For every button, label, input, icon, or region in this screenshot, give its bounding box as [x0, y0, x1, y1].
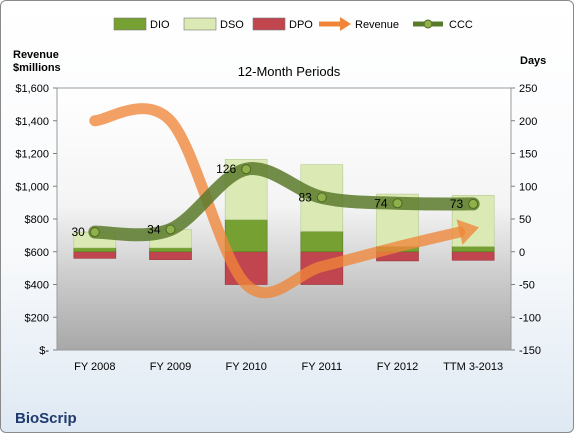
lines-layer: 30 34 126 83 74 73 [71, 103, 480, 299]
right-tick-label: 50 [519, 214, 531, 226]
dpo-bar [149, 251, 192, 260]
legend-swatch-dpo [252, 17, 286, 31]
left-axis-label-line-1: Revenue [13, 49, 59, 61]
ccc-data-label: 34 [147, 222, 161, 236]
left-tick-label: $1,200 [15, 149, 49, 161]
ccc-data-label: 126 [216, 162, 236, 176]
x-tick-label: FY 2008 [74, 361, 115, 373]
legend-arrowhead-revenue [340, 17, 351, 31]
chart-title: 12-Month Periods [238, 64, 341, 79]
legend-label-ccc: CCC [449, 19, 473, 31]
legend-label-dio: DIO [150, 19, 170, 31]
dio-bar [300, 231, 344, 253]
left-tick-label: $1,600 [15, 83, 49, 95]
legend: DIO DSO DPO Revenue CCC [113, 17, 473, 31]
x-tick-label: FY 2011 [302, 361, 343, 373]
ccc-data-label: 83 [298, 190, 312, 204]
dio-bar [73, 247, 117, 253]
ccc-point [241, 164, 252, 175]
dpo-bar [451, 251, 495, 261]
left-tick-label: $600 [25, 247, 49, 259]
ccc-point [316, 192, 327, 203]
ccc-point [89, 227, 100, 238]
x-tick-label: FY 2010 [225, 361, 266, 373]
dio-bar [224, 219, 268, 253]
right-tick-label: 100 [519, 181, 537, 193]
legend-label-revenue: Revenue [355, 19, 399, 31]
left-tick-label: $400 [25, 280, 49, 292]
ccc-data-label: 73 [450, 197, 464, 211]
revenue-line [89, 103, 466, 299]
legend-label-dso: DSO [220, 19, 244, 31]
left-tick-label: $200 [25, 312, 49, 324]
right-tick-label: -100 [519, 312, 541, 324]
right-tick-label: -150 [519, 345, 541, 357]
right-tick-label: 150 [519, 149, 537, 161]
plot-area [56, 87, 512, 351]
right-tick-label: 200 [519, 116, 537, 128]
right-tick-label: 250 [519, 83, 537, 95]
revenue-arrowhead [456, 219, 480, 245]
legend-label-dpo: DPO [289, 19, 313, 31]
dio-bar [451, 246, 495, 253]
ccc-point [392, 198, 403, 209]
dpo-bar [73, 251, 117, 259]
legend-swatch-dio [113, 17, 147, 31]
legend-marker-ccc [423, 19, 433, 29]
ccc-point [468, 198, 479, 209]
company-name: BioScrip [15, 410, 77, 427]
legend-swatch-dso [183, 17, 217, 31]
right-axis-label: Days [520, 55, 546, 67]
left-tick-label: $800 [25, 214, 49, 226]
axes-layer: $- $200 $400 $600 $800 $1,000 $1,200 $1,400 $1,6… [15, 83, 541, 373]
ccc-point [165, 224, 176, 235]
ccc-data-label: 30 [71, 225, 85, 239]
right-tick-label: 0 [519, 247, 525, 259]
x-tick-label: FY 2012 [377, 361, 418, 373]
left-tick-label: $1,400 [15, 116, 49, 128]
left-axis-label-line-2: $millions [13, 62, 61, 74]
dio-bar [149, 247, 192, 253]
right-tick-label: -50 [519, 280, 535, 292]
ccc-data-label: 74 [374, 196, 388, 210]
left-tick-label: $- [39, 345, 49, 357]
x-tick-label: TTM 3-2013 [443, 361, 503, 373]
x-tick-label: FY 2009 [150, 361, 191, 373]
left-tick-label: $1,000 [15, 181, 49, 193]
